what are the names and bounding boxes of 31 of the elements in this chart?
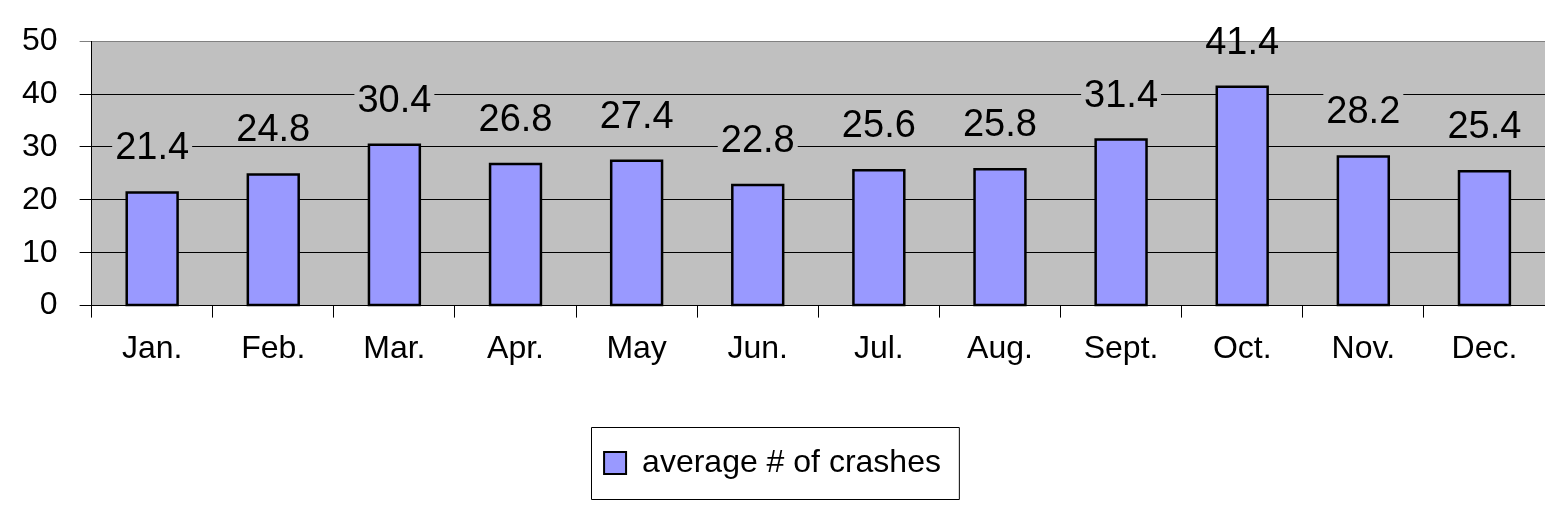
x-tick-label: Apr. [487, 328, 544, 365]
data-label: 28.2 [1326, 89, 1401, 132]
x-tick-label: Jan. [121, 328, 183, 365]
data-label: 22.8 [720, 118, 795, 161]
data-label: 41.4 [1205, 19, 1280, 62]
data-label: 31.4 [1084, 72, 1159, 115]
data-label: 27.4 [599, 93, 674, 136]
data-label: 25.4 [1447, 104, 1522, 147]
x-tick-label: Sept. [1083, 328, 1159, 365]
x-tick-label: Mar. [363, 328, 426, 365]
y-tick-label: 10 [22, 232, 58, 269]
x-tick-label: Oct. [1212, 328, 1272, 365]
data-label: 25.6 [841, 103, 916, 146]
x-tick-label: Jul. [853, 328, 904, 365]
y-tick-label: 20 [22, 179, 58, 216]
y-tick-label: 0 [39, 285, 58, 322]
data-label: 25.8 [962, 102, 1037, 145]
x-tick-label: Aug. [967, 328, 1033, 365]
y-tick-label: 50 [22, 21, 58, 58]
legend-label: average # of crashes [642, 442, 941, 479]
y-tick-label: 40 [22, 73, 58, 110]
x-tick-label: Nov. [1331, 328, 1396, 365]
data-label: 24.8 [236, 107, 311, 150]
data-label: 26.8 [478, 96, 553, 139]
data-label: 21.4 [115, 125, 190, 168]
x-tick-label: Feb. [241, 328, 306, 365]
x-tick-label: May [606, 328, 667, 365]
x-tick-label: Dec. [1451, 328, 1518, 365]
x-tick-label: Jun. [727, 328, 788, 365]
data-label: 30.4 [357, 77, 432, 120]
y-tick-label: 30 [22, 126, 58, 163]
